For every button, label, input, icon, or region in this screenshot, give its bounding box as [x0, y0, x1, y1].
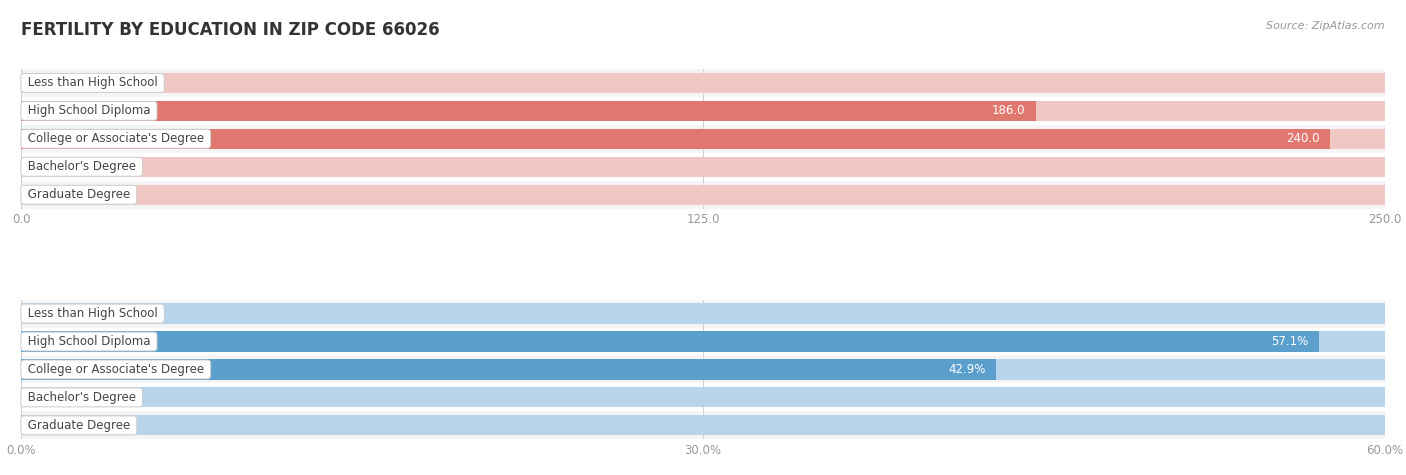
Text: 0.0: 0.0: [45, 160, 65, 173]
Bar: [21, 153, 1385, 180]
Text: Source: ZipAtlas.com: Source: ZipAtlas.com: [1267, 21, 1385, 31]
Text: 0.0%: 0.0%: [45, 307, 76, 320]
Bar: [21, 328, 1385, 355]
Text: Less than High School: Less than High School: [24, 76, 162, 89]
Text: 240.0: 240.0: [1286, 132, 1319, 145]
Text: High School Diploma: High School Diploma: [24, 104, 155, 117]
Bar: [21, 360, 997, 380]
Bar: [21, 300, 1385, 328]
Text: 186.0: 186.0: [991, 104, 1025, 117]
Bar: [21, 101, 1385, 121]
Bar: [21, 388, 1385, 408]
Bar: [21, 129, 1385, 149]
Bar: [21, 101, 1036, 121]
Text: 0.0: 0.0: [45, 76, 65, 89]
Text: 0.0: 0.0: [45, 188, 65, 201]
Bar: [21, 97, 1385, 125]
Bar: [21, 125, 1385, 153]
Text: 0.0%: 0.0%: [45, 419, 76, 432]
Text: Less than High School: Less than High School: [24, 307, 162, 320]
Bar: [21, 332, 1385, 352]
Bar: [21, 185, 1385, 205]
Bar: [21, 383, 1385, 411]
Text: 57.1%: 57.1%: [1271, 335, 1308, 348]
Bar: [21, 355, 1385, 383]
Bar: [21, 332, 1319, 352]
Text: Graduate Degree: Graduate Degree: [24, 188, 134, 201]
Text: High School Diploma: High School Diploma: [24, 335, 155, 348]
Bar: [21, 180, 1385, 209]
Text: College or Associate's Degree: College or Associate's Degree: [24, 363, 208, 376]
Text: Bachelor's Degree: Bachelor's Degree: [24, 160, 139, 173]
Bar: [21, 415, 1385, 436]
Bar: [21, 360, 1385, 380]
Bar: [21, 69, 1385, 97]
Bar: [21, 157, 1385, 177]
Text: College or Associate's Degree: College or Associate's Degree: [24, 132, 208, 145]
Text: 0.0%: 0.0%: [45, 391, 76, 404]
Text: Bachelor's Degree: Bachelor's Degree: [24, 391, 139, 404]
Text: Graduate Degree: Graduate Degree: [24, 419, 134, 432]
Text: 42.9%: 42.9%: [948, 363, 986, 376]
Bar: [21, 73, 1385, 93]
Text: FERTILITY BY EDUCATION IN ZIP CODE 66026: FERTILITY BY EDUCATION IN ZIP CODE 66026: [21, 21, 440, 39]
Bar: [21, 129, 1330, 149]
Bar: [21, 304, 1385, 323]
Bar: [21, 411, 1385, 439]
